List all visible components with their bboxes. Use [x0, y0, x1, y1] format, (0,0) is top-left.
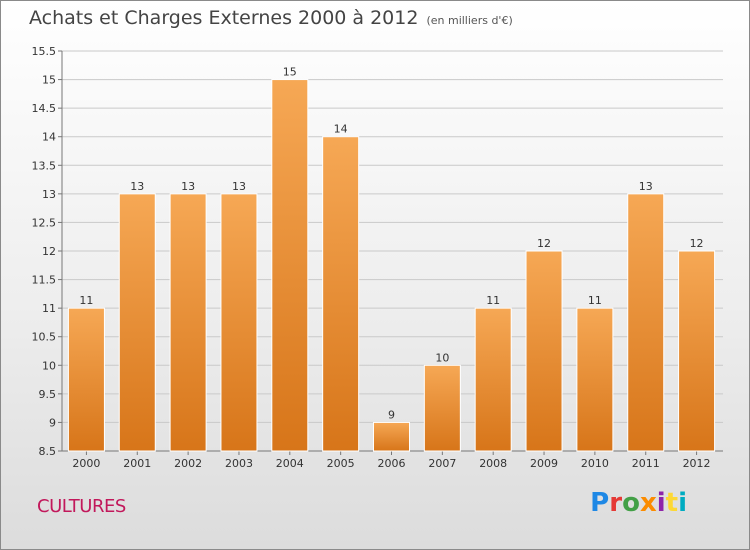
bar-2003	[220, 193, 258, 452]
logo-letter: i	[656, 488, 666, 518]
bar-2007	[423, 364, 461, 452]
y-tick-label: 14.5	[32, 102, 57, 115]
x-tick-label: 2004	[276, 457, 304, 470]
bar-2002	[169, 193, 207, 452]
bar-value-label: 14	[334, 123, 348, 136]
bar-2009	[525, 250, 563, 452]
category-label: CULTURES	[37, 496, 126, 517]
x-tick-label: 2006	[378, 457, 406, 470]
bar-2011	[627, 193, 665, 452]
bar-2012	[678, 250, 716, 452]
bar-2006	[373, 421, 410, 452]
bar-value-label: 15	[283, 66, 297, 79]
bar-value-label: 9	[388, 408, 395, 421]
bar-value-label: 10	[435, 351, 449, 364]
bar-value-label: 13	[130, 180, 144, 193]
y-tick-label: 15.5	[32, 45, 57, 58]
y-tick-label: 9.5	[39, 388, 57, 401]
bar-value-label: 11	[588, 294, 602, 307]
y-tick-label: 8.5	[39, 445, 57, 458]
x-tick-label: 2007	[428, 457, 456, 470]
bars	[67, 79, 716, 452]
y-tick-label: 10	[42, 359, 56, 372]
y-tick-label: 11	[42, 302, 56, 315]
x-tick-label: 2010	[581, 457, 609, 470]
bar-2008	[474, 307, 512, 452]
grid-lines	[62, 50, 723, 452]
x-tick-label: 2012	[683, 457, 711, 470]
x-tick-label: 2000	[72, 457, 100, 470]
logo-letter: t	[665, 488, 679, 518]
bar-2010	[576, 307, 614, 452]
x-tick-label: 2009	[530, 457, 558, 470]
y-tick-label: 13.5	[32, 159, 57, 172]
bar-2000	[67, 307, 105, 452]
chart-title-text: Achats et Charges Externes 2000 à 2012	[29, 7, 419, 29]
x-tick-label: 2008	[479, 457, 507, 470]
proxiti-logo: Proxiti	[590, 488, 687, 518]
bar-value-label: 13	[639, 180, 653, 193]
logo-letter: P	[590, 488, 610, 518]
bar-value-label: 11	[486, 294, 500, 307]
y-tick-label: 10.5	[32, 331, 57, 344]
bar-value-label: 11	[79, 294, 93, 307]
bar-value-label: 12	[537, 237, 551, 250]
x-tick-label: 2011	[632, 457, 660, 470]
bar-value-label: 12	[690, 237, 704, 250]
chart-title: Achats et Charges Externes 2000 à 2012 (e…	[29, 7, 513, 29]
bar-value-label: 13	[232, 180, 246, 193]
chart-unit: (en milliers d'€)	[426, 14, 513, 27]
x-tick-label: 2001	[123, 457, 151, 470]
x-tick-label: 2003	[225, 457, 253, 470]
y-tick-label: 15	[42, 74, 56, 87]
logo-letter: x	[639, 488, 657, 518]
bar-2001	[118, 193, 156, 452]
y-tick-label: 14	[42, 131, 56, 144]
y-tick-label: 13	[42, 188, 56, 201]
x-tick-label: 2005	[327, 457, 355, 470]
axes: 8.599.51010.51111.51212.51313.51414.5151…	[32, 45, 723, 470]
bar-2004	[271, 79, 309, 452]
bar-2005	[322, 136, 360, 452]
logo-letter: r	[609, 488, 623, 518]
y-tick-label: 9	[49, 416, 56, 429]
logo-letter: o	[622, 488, 640, 518]
x-tick-label: 2002	[174, 457, 202, 470]
y-tick-label: 12	[42, 245, 56, 258]
y-tick-label: 11.5	[32, 274, 57, 287]
y-tick-label: 12.5	[32, 216, 57, 229]
bar-value-label: 13	[181, 180, 195, 193]
data-labels: 11 13 13 13 15 14 9 10 11 12 11 13 12	[79, 66, 703, 422]
logo-letter: i	[678, 488, 687, 518]
